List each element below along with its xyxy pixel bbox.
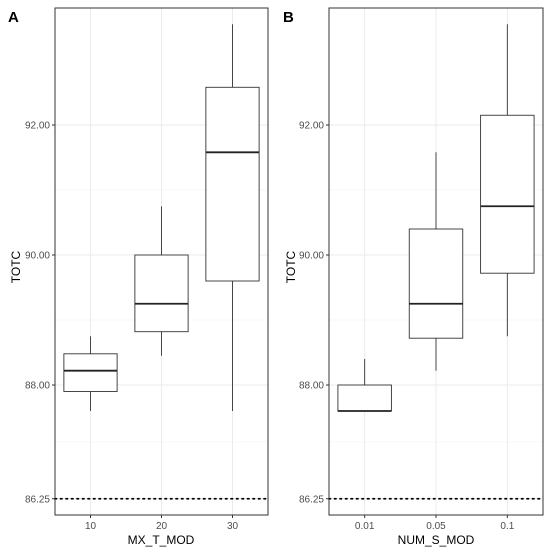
y-axis-title: TOTC [284, 250, 298, 283]
panel-label: A [8, 9, 19, 26]
plot-area: 86.25 88.00 90.00 92.00 0.01 0.05 0.1 [299, 7, 544, 532]
boxplot-20 [134, 206, 189, 356]
y-tick-label: 86.25 [25, 494, 50, 505]
x-axis-title: MX_T_MOD [128, 533, 195, 547]
y-tick-label: 86.25 [299, 494, 324, 505]
panel-a: A MX_T_MOD TOTC 86.25 88.00 90.00 92.00 10 20… [8, 7, 269, 547]
x-tick-label: 10 [85, 521, 97, 532]
x-tick-label: 0.01 [355, 521, 375, 532]
x-tick-label: 0.05 [426, 521, 446, 532]
y-tick-label: 90.00 [299, 251, 324, 262]
x-tick-label: 0.1 [500, 521, 514, 532]
box-iqr [134, 254, 189, 333]
panel-b: B NUM_S_MOD TOTC 86.25 88.00 90.00 92.00 0.0… [283, 7, 544, 547]
y-tick-label: 90.00 [25, 251, 50, 262]
boxplot-10 [63, 336, 118, 411]
box-iqr [337, 384, 392, 412]
box-iqr [480, 114, 535, 274]
plot-area: 86.25 88.00 90.00 92.00 10 20 30 [25, 7, 269, 532]
box-iqr [408, 228, 464, 339]
boxplot-0.1 [480, 24, 535, 337]
boxplot-0.05 [408, 152, 464, 371]
boxplot-30 [205, 24, 260, 411]
box-iqr [205, 86, 260, 282]
panel-border [328, 7, 544, 516]
y-tick-label: 88.00 [299, 381, 324, 392]
y-tick-label: 92.00 [25, 121, 50, 132]
x-tick-label: 30 [227, 521, 239, 532]
x-axis-title: NUM_S_MOD [398, 533, 475, 547]
y-tick-label: 88.00 [25, 381, 50, 392]
boxplot-0.01 [337, 359, 392, 412]
x-tick-label: 20 [156, 521, 168, 532]
y-tick-label: 92.00 [299, 121, 324, 132]
panel-border [54, 7, 269, 516]
box-iqr [63, 353, 118, 392]
y-axis-title: TOTC [9, 250, 23, 283]
panel-label: B [283, 9, 294, 26]
